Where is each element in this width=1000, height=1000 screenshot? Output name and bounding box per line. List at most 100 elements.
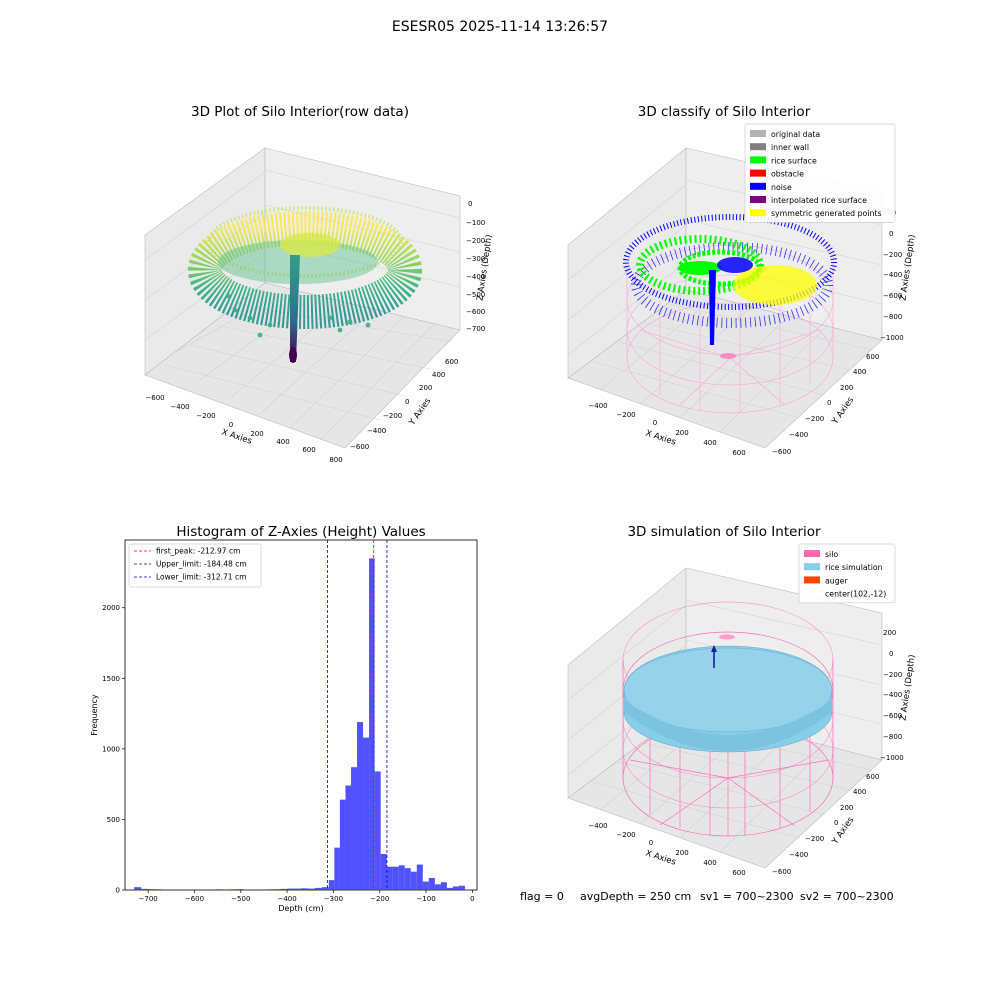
histogram-bar	[386, 866, 393, 890]
simulation-z-tick: −800	[883, 733, 902, 741]
simulation-y-tick: 400	[853, 788, 866, 796]
histogram-bar	[334, 847, 340, 890]
histogram-x-tick-label: −500	[231, 895, 250, 903]
histogram-bar	[314, 887, 322, 890]
histogram-bar	[416, 864, 423, 890]
classify-z-tick: −400	[883, 271, 902, 279]
simulation-z-tick: −1000	[880, 754, 904, 762]
histogram-bar	[440, 882, 447, 890]
classify-z-label: Z Axies (Depth)	[898, 234, 917, 301]
classify-x-ticks: −400 −200 0 200 400 600	[588, 402, 745, 457]
histogram-y-tick-label: 1000	[102, 745, 120, 753]
raw-z-tick: −500	[466, 291, 485, 299]
panel-simulation: 3D simulation of Silo Interior	[567, 524, 918, 877]
histogram-y-tick-label: 500	[107, 816, 120, 824]
classify-plot-title: 3D classify of Silo Interior	[638, 104, 811, 120]
raw-y-tick: 200	[419, 384, 432, 392]
simulation-x-tick: 0	[649, 839, 653, 847]
histogram-bar	[273, 889, 281, 890]
simulation-y-tick: −400	[789, 851, 808, 859]
histogram-bar	[374, 771, 381, 890]
histogram-bar	[428, 878, 435, 890]
classify-y-tick: 0	[827, 399, 831, 407]
histogram-bar	[392, 866, 399, 890]
histogram-y-tick-label: 2000	[102, 604, 120, 612]
simulation-z-ticks: 200 0 −200 −400 −600 −800 −1000	[880, 629, 904, 762]
legend-swatch	[750, 169, 766, 177]
histogram-bar	[369, 558, 375, 890]
legend-swatch	[750, 130, 766, 137]
histogram-legend-box	[128, 543, 262, 588]
raw-x-tick: 200	[250, 430, 263, 438]
legend-label: inner wall	[771, 143, 809, 152]
simulation-z-tick: −400	[883, 691, 902, 699]
raw-x-ticks: −600 −400 −200 0 200 400 600 800	[145, 394, 342, 464]
histogram-bar	[321, 887, 329, 890]
legend-label: interpolated rice surface	[771, 196, 867, 205]
raw-x-tick: 800	[329, 456, 342, 464]
histogram-x-tick-label: −700	[139, 895, 158, 903]
raw-z-ticks: 0 −100 −200 −300 −400 −500 −600 −700	[466, 200, 485, 333]
legend-swatch	[804, 550, 820, 557]
histogram-bar	[328, 880, 335, 890]
histogram-bar	[307, 888, 315, 890]
raw-point-cloud	[188, 206, 422, 363]
legend-box	[744, 123, 896, 223]
simulation-z-label: Z Axies (Depth)	[898, 654, 917, 721]
simulation-x-tick: 400	[703, 859, 716, 867]
raw-x-label: X Axies	[220, 427, 253, 446]
legend-swatch	[750, 182, 766, 190]
classify-x-tick: −200	[616, 411, 635, 419]
histogram-bar	[380, 854, 387, 890]
classify-point-cloud	[623, 214, 837, 359]
histogram-bar	[339, 799, 346, 890]
simulation-x-label: X Axies	[644, 848, 677, 867]
histogram-y-tick-label: 0	[116, 887, 120, 895]
simulation-auger	[711, 634, 735, 668]
raw-y-ticks: −600 −400 −200 0 200 400 600	[350, 358, 458, 451]
status-line: flag = 0 avgDepth = 250 cm sv1 = 700~230…	[520, 890, 894, 903]
legend-swatch	[750, 143, 766, 151]
histogram-x-tick-label: −400	[277, 895, 296, 903]
classify-y-tick: −400	[789, 431, 808, 439]
raw-y-tick: −600	[350, 443, 369, 451]
classify-z-tick: −200	[883, 251, 902, 259]
flag-value: flag = 0	[520, 890, 564, 903]
histogram-bar	[398, 865, 405, 890]
histogram-bar	[222, 889, 230, 890]
histogram-x-label: Depth (cm)	[278, 904, 323, 913]
panel-raw-data: 3D Plot of Silo Interior(row data)	[144, 104, 495, 464]
histogram-x-tick-label: 0	[470, 895, 474, 903]
classify-y-tick: 200	[840, 384, 853, 392]
simulation-rice-surface	[623, 645, 833, 753]
legend-swatch	[750, 196, 766, 203]
classify-x-tick: −400	[588, 402, 607, 410]
simulation-y-tick: −600	[772, 868, 791, 876]
legend-label: silo	[825, 550, 838, 559]
histogram-reference-lines	[327, 540, 388, 890]
histogram-title: Histogram of Z-Axies (Height) Values	[176, 524, 425, 540]
raw-z-tick: −100	[466, 219, 485, 227]
classify-axes-box	[567, 147, 883, 449]
legend-label: center(102,-12)	[825, 590, 886, 599]
panel-histogram: Histogram of Z-Axies (Height) Values −70…	[90, 524, 478, 913]
raw-x-tick: 0	[229, 421, 233, 429]
simulation-y-tick: 0	[834, 819, 838, 827]
histogram-bar	[236, 889, 244, 890]
legend-swatch	[750, 156, 766, 164]
classify-y-tick: 400	[853, 368, 866, 376]
histogram-y-ticks: 0 500 1000 1500 2000	[102, 604, 125, 895]
classify-x-label: X Axies	[644, 428, 677, 447]
histogram-bar	[351, 767, 358, 890]
classify-z-tick: −800	[883, 313, 902, 321]
histogram-bar	[266, 889, 274, 890]
histogram-bar	[410, 871, 417, 890]
legend-label: rice surface	[771, 156, 817, 165]
raw-z-tick: −700	[466, 325, 485, 333]
legend-label: auger	[825, 576, 848, 585]
legend-label: rice simulation	[825, 563, 883, 572]
classify-x-tick: 200	[675, 429, 688, 437]
simulation-y-ticks: −600 −400 −200 0 200 400 600	[772, 773, 879, 876]
simulation-y-tick: −200	[805, 835, 824, 843]
raw-y-tick: 400	[432, 371, 445, 379]
